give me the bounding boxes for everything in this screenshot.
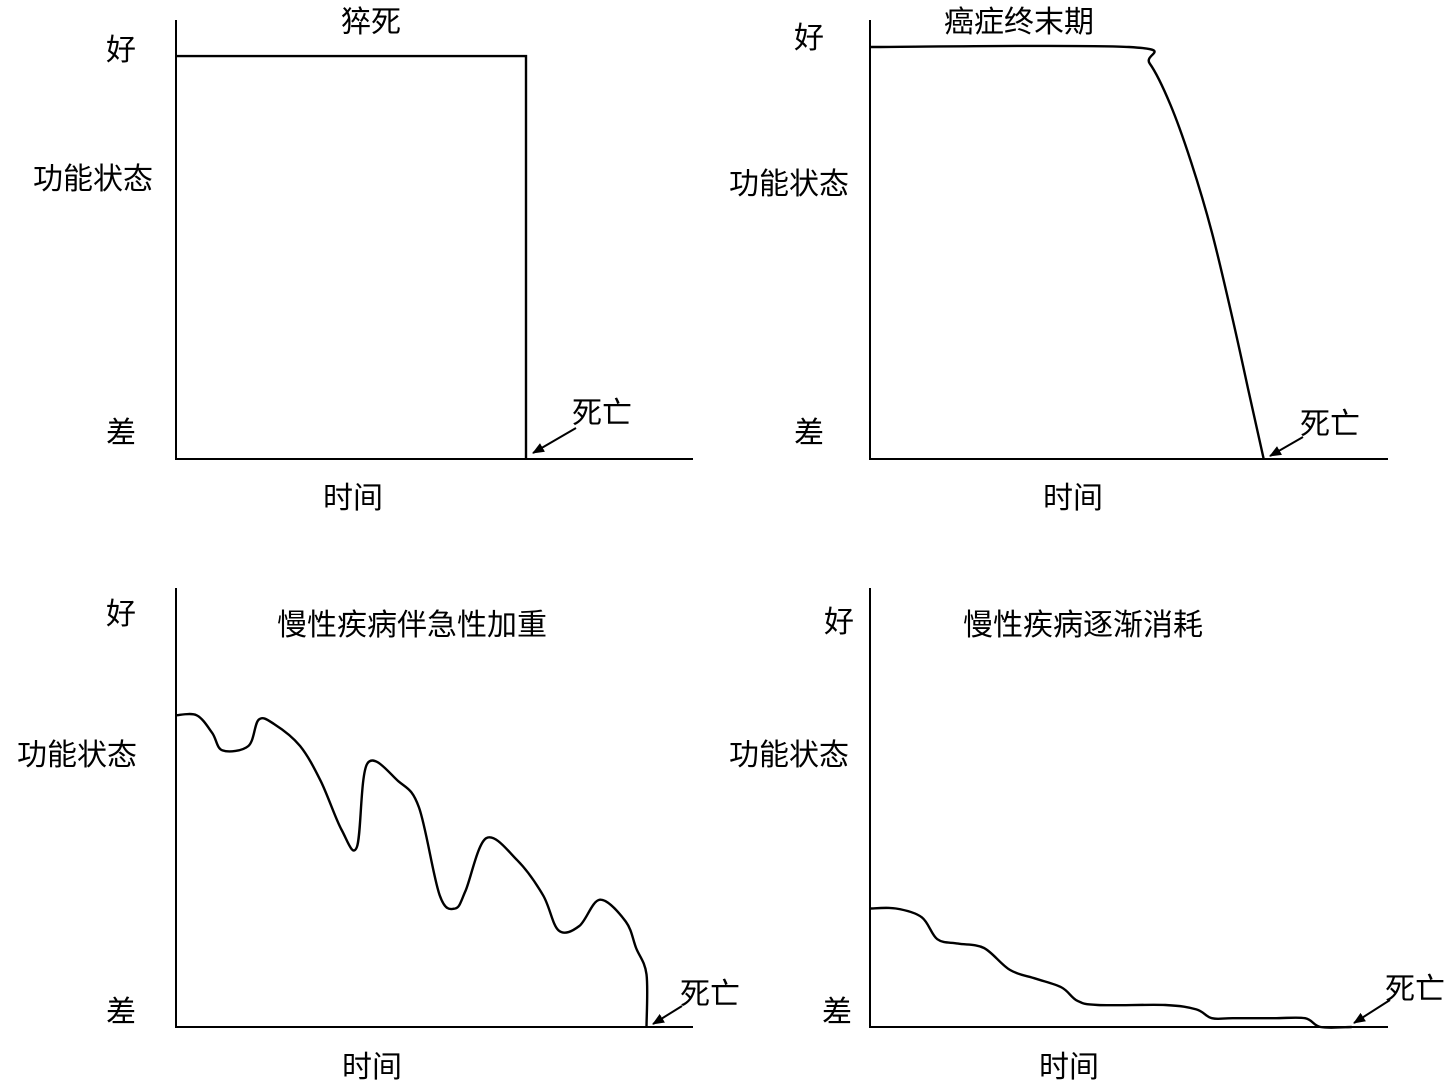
death-annotation: 死亡 xyxy=(572,396,632,431)
y-axis-label: 功能状态 xyxy=(729,738,849,773)
death-annotation: 死亡 xyxy=(1385,972,1445,1007)
y-tick-top: 好 xyxy=(824,605,854,640)
y-axis-label: 功能状态 xyxy=(729,167,849,202)
death-arrow xyxy=(1353,999,1391,1024)
death-arrow xyxy=(652,1005,683,1025)
axes xyxy=(869,588,1388,1028)
y-tick-top: 好 xyxy=(106,597,136,632)
series-line xyxy=(869,906,1352,1029)
chart-panel-terminal-cancer: 癌症终末期 好 功能状态 差 时间 死亡 xyxy=(729,5,1388,516)
x-axis-label: 时间 xyxy=(323,481,383,516)
series-line xyxy=(176,54,528,459)
x-axis-label: 时间 xyxy=(342,1050,402,1085)
y-tick-top: 好 xyxy=(106,33,136,68)
series-line xyxy=(175,712,649,1028)
chart-panel-sudden-death: 猝死 好 功能状态 差 时间 死亡 xyxy=(33,5,693,516)
chart-title: 慢性疾病逐渐消耗 xyxy=(963,608,1203,643)
y-tick-bottom: 差 xyxy=(822,995,852,1030)
y-tick-bottom: 差 xyxy=(794,416,824,451)
death-arrow xyxy=(1269,436,1304,457)
chart-title: 癌症终末期 xyxy=(944,5,1094,40)
death-annotation: 死亡 xyxy=(1300,407,1360,442)
chart-panel-chronic-gradual-decline: 慢性疾病逐渐消耗 好 功能状态 差 时间 死亡 xyxy=(729,588,1445,1085)
x-axis-label: 时间 xyxy=(1043,481,1103,516)
axes xyxy=(175,20,693,460)
y-tick-top: 好 xyxy=(794,21,824,56)
y-tick-bottom: 差 xyxy=(106,995,136,1030)
axes xyxy=(869,20,1388,460)
y-axis-label: 功能状态 xyxy=(33,162,153,197)
chart-panel-chronic-acute-exacerbation: 慢性疾病伴急性加重 好 功能状态 差 时间 死亡 xyxy=(17,588,740,1085)
death-annotation: 死亡 xyxy=(680,977,740,1012)
y-tick-bottom: 差 xyxy=(106,416,136,451)
series-line xyxy=(869,44,1265,460)
y-axis-label: 功能状态 xyxy=(17,738,137,773)
death-arrow xyxy=(532,427,577,454)
x-axis-label: 时间 xyxy=(1039,1050,1099,1085)
chart-title: 猝死 xyxy=(341,5,401,40)
chart-title: 慢性疾病伴急性加重 xyxy=(277,608,547,643)
axes xyxy=(175,588,693,1028)
